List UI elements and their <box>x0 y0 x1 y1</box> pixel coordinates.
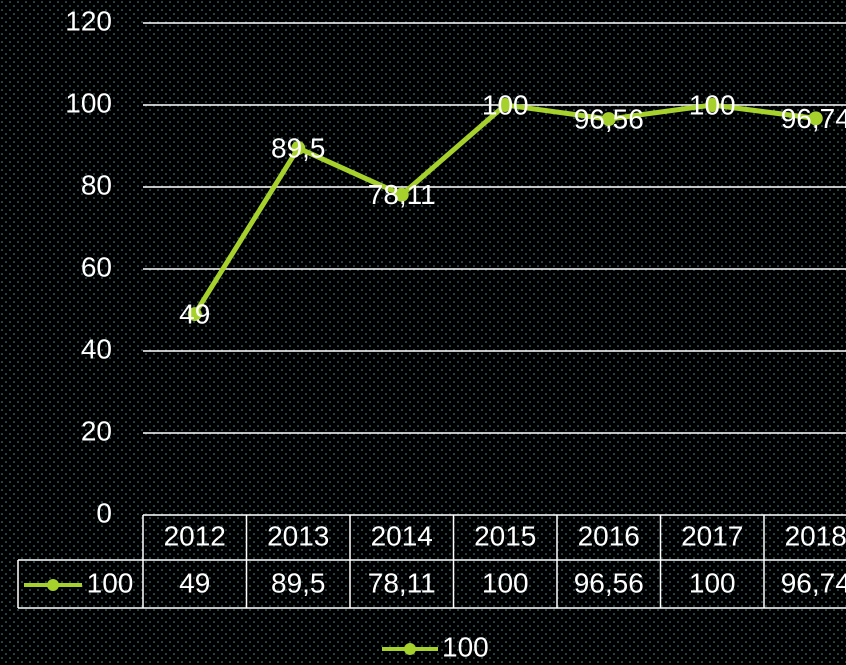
data-label: 89,5 <box>271 132 326 163</box>
data-label: 49 <box>179 298 210 329</box>
table-value: 100 <box>482 567 529 598</box>
y-tick-label: 60 <box>81 251 112 282</box>
point <box>601 112 616 127</box>
x-tick-label: 2012 <box>164 520 226 551</box>
table-value: 78,11 <box>368 567 436 598</box>
x-tick-label: 2014 <box>371 520 433 551</box>
legend-label: 100 <box>442 631 489 662</box>
data-label: 96,56 <box>574 103 644 134</box>
table-legend-marker <box>47 579 59 591</box>
point <box>291 141 306 156</box>
table-value: 96,56 <box>574 567 644 598</box>
table-value: 96,74 <box>781 567 846 598</box>
data-label: 100 <box>482 89 529 120</box>
data-label: 96,74 <box>781 103 846 134</box>
y-tick-label: 80 <box>81 169 112 200</box>
x-tick-label: 2017 <box>681 520 743 551</box>
x-tick-label: 2013 <box>267 520 329 551</box>
data-label: 100 <box>689 89 736 120</box>
x-tick-label: 2016 <box>578 520 640 551</box>
x-tick-label: 2018 <box>785 520 846 551</box>
y-tick-label: 40 <box>81 333 112 364</box>
y-tick-label: 20 <box>81 415 112 446</box>
x-tick-label: 2015 <box>474 520 536 551</box>
y-tick-label: 100 <box>65 87 112 118</box>
table-value: 100 <box>689 567 736 598</box>
point <box>705 98 720 112</box>
legend-marker <box>404 643 416 655</box>
point <box>808 111 823 126</box>
table-value: 49 <box>179 567 210 598</box>
point <box>187 307 202 322</box>
point <box>394 187 409 202</box>
y-tick-label: 0 <box>96 497 112 528</box>
y-tick-label: 120 <box>65 5 112 36</box>
table-series-name: 100 <box>87 567 134 598</box>
data-label: 78,11 <box>368 179 436 210</box>
point <box>498 98 513 112</box>
table-value: 89,5 <box>271 567 326 598</box>
